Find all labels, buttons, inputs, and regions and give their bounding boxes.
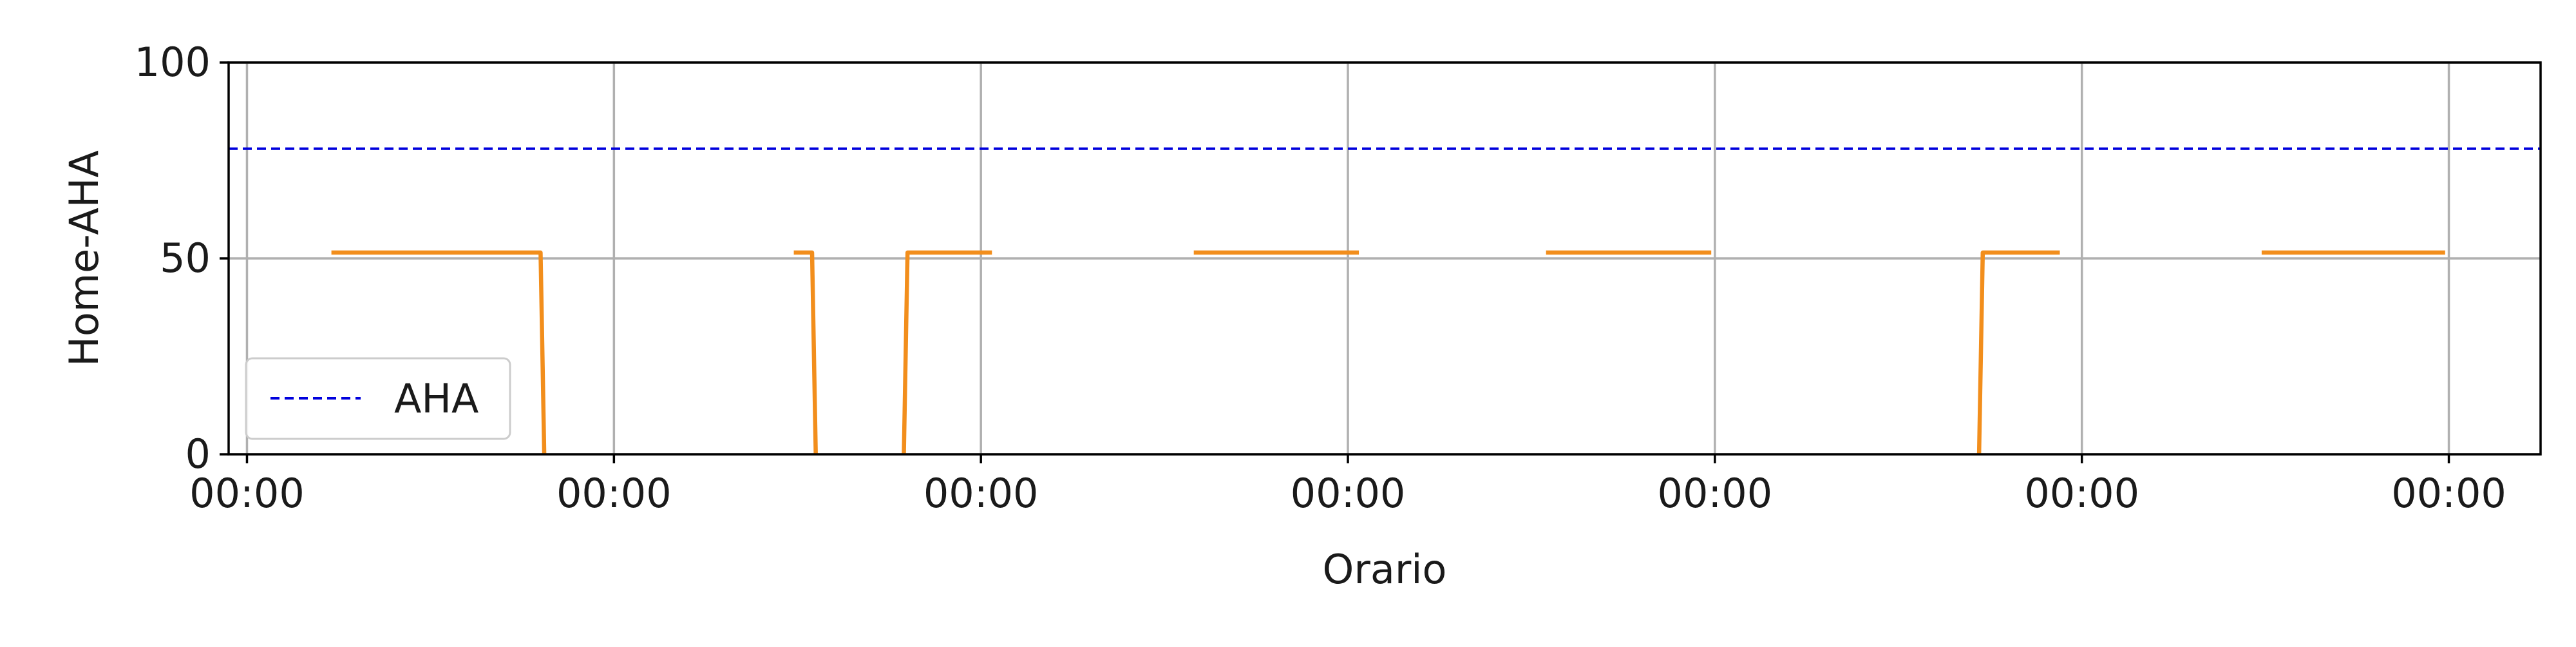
x-tick-label: 00:00 — [2391, 470, 2506, 517]
x-tick-label: 00:00 — [556, 470, 672, 517]
axis-ticks: 00:00 00:00 00:00 00:00 00:00 00:00 00:0005010… — [135, 39, 2506, 517]
x-tick-label: 00:00 — [1658, 470, 1773, 517]
y-tick-label: 50 — [160, 235, 211, 282]
y-tick-label: 100 — [135, 39, 211, 86]
series-1-segment — [1976, 250, 2060, 455]
series-1-segment — [902, 250, 992, 455]
x-tick-label: 00:00 — [1291, 470, 1406, 517]
y-axis-label: Home-AHA — [61, 150, 108, 367]
series-1-segment — [793, 250, 818, 455]
y-tick-label: 0 — [185, 430, 211, 478]
series-1-segment — [331, 250, 547, 455]
legend: AHA — [245, 357, 511, 440]
legend-label-aha: AHA — [394, 375, 478, 422]
x-tick-label: 00:00 — [189, 470, 305, 517]
x-tick-label: 00:00 — [923, 470, 1039, 517]
legend-box — [245, 357, 511, 440]
x-axis-label: Orario — [1323, 546, 1447, 593]
plot-series — [229, 147, 2541, 455]
x-tick-label: 00:00 — [2024, 470, 2139, 517]
